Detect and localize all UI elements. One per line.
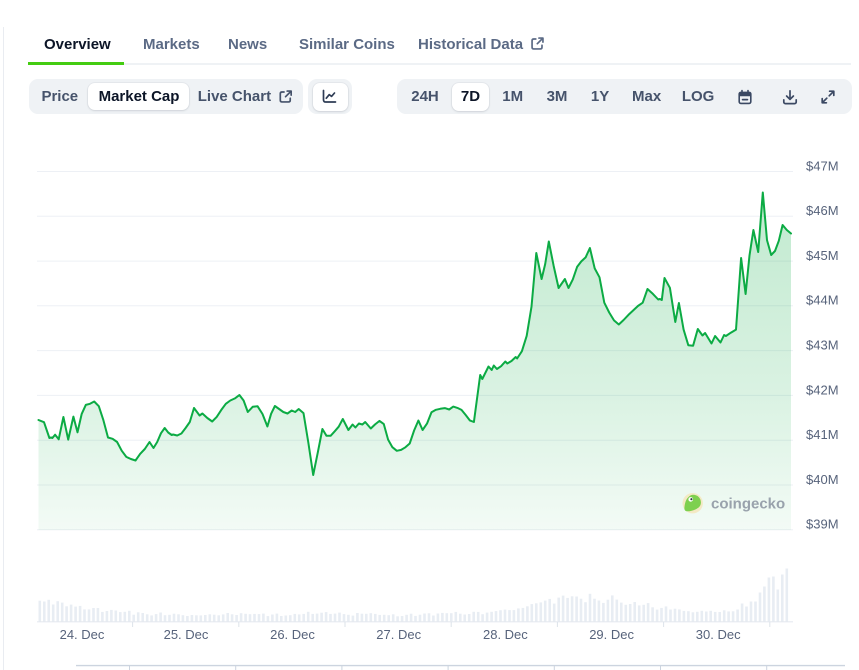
svg-text:26. Dec: 26. Dec xyxy=(270,627,315,642)
svg-text:29. Dec: 29. Dec xyxy=(589,627,634,642)
svg-text:$40M: $40M xyxy=(806,472,839,487)
svg-text:27. Dec: 27. Dec xyxy=(376,627,421,642)
svg-text:$46M: $46M xyxy=(806,203,839,218)
svg-text:30. Dec: 30. Dec xyxy=(696,627,741,642)
svg-text:$44M: $44M xyxy=(806,293,839,308)
svg-text:$39M: $39M xyxy=(806,517,839,532)
svg-text:28. Dec: 28. Dec xyxy=(483,627,528,642)
svg-text:coingecko: coingecko xyxy=(711,496,785,513)
svg-text:$42M: $42M xyxy=(806,382,839,397)
svg-text:$45M: $45M xyxy=(806,248,839,263)
svg-text:25. Dec: 25. Dec xyxy=(164,627,209,642)
svg-text:$47M: $47M xyxy=(806,158,839,173)
svg-text:24. Dec: 24. Dec xyxy=(60,627,105,642)
svg-text:$43M: $43M xyxy=(806,338,839,353)
svg-text:$41M: $41M xyxy=(806,427,839,442)
